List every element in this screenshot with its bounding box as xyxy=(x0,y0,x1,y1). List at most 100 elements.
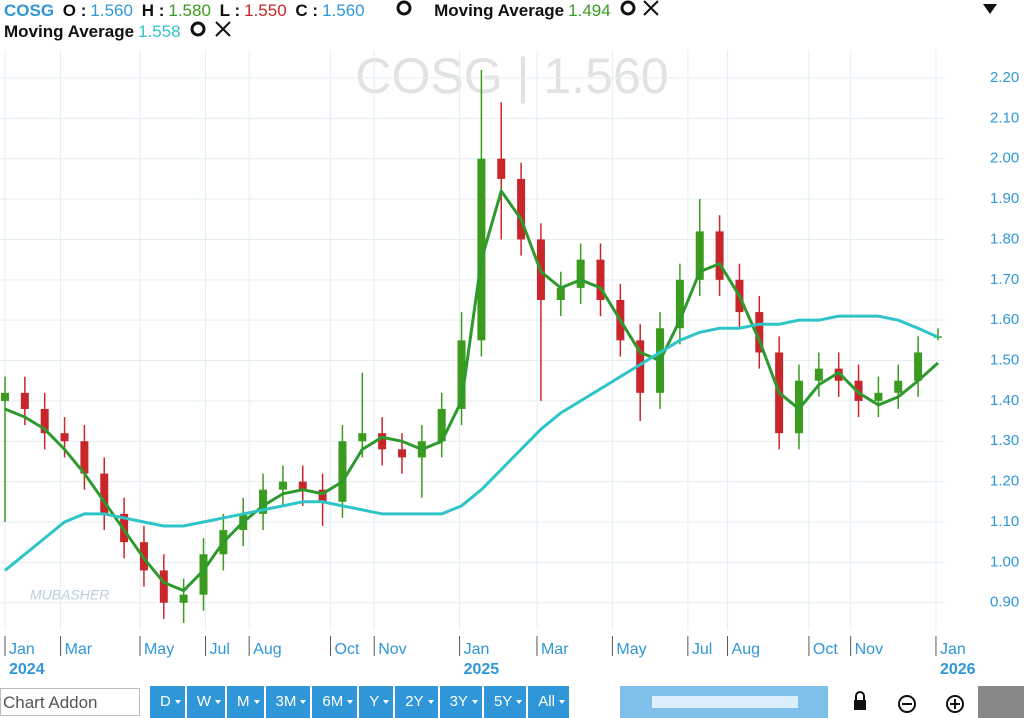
header: COSG O :1.560 H :1.580 L :1.550 C :1.560… xyxy=(4,0,660,42)
watermark: COSG | 1.560 xyxy=(355,48,668,104)
y-tick-label: 1.40 xyxy=(990,392,1019,409)
y-tick-label: 1.60 xyxy=(990,311,1019,328)
candle-body xyxy=(378,433,387,450)
y-tick-label: 1.50 xyxy=(990,352,1019,369)
y-tick-label: 1.20 xyxy=(990,473,1019,490)
x-tick-label: Nov xyxy=(855,641,883,658)
candle-body xyxy=(814,368,823,381)
candle-body xyxy=(80,441,89,474)
x-tick-label: Nov xyxy=(378,641,406,658)
toolbar: Chart Addon D W M 3M 6M Y 2Y 3Y 5Y All xyxy=(0,686,1024,718)
candle-body xyxy=(358,433,367,442)
candle-body xyxy=(278,481,287,490)
x-tick-label: Jul xyxy=(209,641,229,658)
candle-body xyxy=(894,380,903,393)
candle-body xyxy=(1,392,9,401)
x-tick-label: Jan xyxy=(940,641,966,658)
year-label: 2024 xyxy=(9,661,45,678)
candle-body xyxy=(398,449,406,458)
candle-body xyxy=(517,178,526,240)
close-icon[interactable] xyxy=(214,21,232,37)
label: C : xyxy=(295,1,319,20)
period-button[interactable]: D xyxy=(150,686,187,718)
settings-icon[interactable] xyxy=(189,21,209,37)
candle-body xyxy=(318,489,327,502)
label: H : xyxy=(141,1,165,20)
candle-body xyxy=(497,158,506,179)
y-tick-label: 0.90 xyxy=(990,594,1019,611)
chart: COSG | 1.560 MUBASHER 0.90 1.00 1.10 1.20 1.… xyxy=(0,48,1019,678)
period-button[interactable]: All xyxy=(528,686,571,718)
symbol: COSG xyxy=(4,1,55,20)
label: L : xyxy=(219,1,241,20)
candle-body xyxy=(457,340,466,409)
candle-body xyxy=(60,433,69,442)
candle-body xyxy=(636,340,645,393)
period-buttons: D W M 3M 6M Y 2Y 3Y 5Y All xyxy=(150,686,571,718)
close-icon[interactable] xyxy=(642,0,660,16)
period-button[interactable]: 5Y xyxy=(484,686,529,718)
value: 1.560 xyxy=(322,1,365,20)
y-tick-label: 2.10 xyxy=(990,109,1019,126)
x-tick-label: Mar xyxy=(541,641,569,658)
y-tick-label: 2.20 xyxy=(990,69,1019,86)
candle-body xyxy=(477,158,486,341)
candle-body xyxy=(159,570,168,603)
value: 1.550 xyxy=(244,1,287,20)
settings-icon[interactable] xyxy=(619,0,637,16)
indicator-value: 1.558 xyxy=(138,22,181,41)
settings-icon[interactable] xyxy=(395,0,415,16)
range-slider[interactable] xyxy=(620,686,828,718)
candle-body xyxy=(338,441,347,502)
candle-body xyxy=(715,231,724,280)
candle-body xyxy=(20,392,29,409)
refresh-button[interactable] xyxy=(978,686,1024,718)
candle-body xyxy=(199,554,208,595)
value: 1.580 xyxy=(168,1,211,20)
indicator-name: Moving Average xyxy=(434,1,565,20)
year-label: 2026 xyxy=(940,661,976,678)
x-tick-label: Oct xyxy=(813,641,838,658)
candle-body xyxy=(40,408,49,434)
period-button[interactable]: M xyxy=(227,686,266,718)
candle-body xyxy=(576,259,585,288)
moving-average-line xyxy=(4,187,939,593)
candle-body xyxy=(259,489,268,514)
x-tick-label: Aug xyxy=(253,641,281,658)
candle-body xyxy=(100,473,109,514)
candle-body xyxy=(556,287,565,300)
x-tick-label: Oct xyxy=(335,641,360,658)
indicator-name: Moving Average xyxy=(4,22,135,41)
period-button[interactable]: Y xyxy=(359,686,396,718)
candle-body xyxy=(179,594,188,603)
moving-average-line xyxy=(4,314,939,572)
period-button[interactable]: W xyxy=(187,686,228,718)
period-button[interactable]: 3Y xyxy=(440,686,484,718)
y-tick-label: 1.10 xyxy=(990,513,1019,530)
x-tick-label: Aug xyxy=(732,641,760,658)
x-tick-label: Jan xyxy=(464,641,490,658)
x-tick-label: May xyxy=(144,641,174,658)
x-tick-label: Jan xyxy=(9,641,35,658)
candle-body xyxy=(437,408,446,442)
y-tick-label: 1.30 xyxy=(990,432,1019,449)
y-tick-label: 2.00 xyxy=(990,150,1019,167)
candle-body xyxy=(755,312,764,353)
candle-body xyxy=(914,352,923,381)
menu-arrow[interactable] xyxy=(982,2,998,16)
y-tick-label: 1.80 xyxy=(990,230,1019,247)
x-tick-label: Mar xyxy=(65,641,93,658)
search-box[interactable]: Chart Addon xyxy=(0,688,140,716)
period-button[interactable]: 6M xyxy=(312,686,360,718)
candle-body xyxy=(874,392,883,401)
x-tick-label: May xyxy=(616,641,646,658)
candle-body xyxy=(596,259,605,300)
period-button[interactable]: 2Y xyxy=(395,686,440,718)
controls xyxy=(854,691,964,713)
y-tick-label: 1.90 xyxy=(990,190,1019,207)
x-tick-label: Jul xyxy=(692,641,712,658)
candle-body xyxy=(695,231,704,280)
period-button[interactable]: 3M xyxy=(266,686,313,718)
candle-body xyxy=(675,279,684,329)
